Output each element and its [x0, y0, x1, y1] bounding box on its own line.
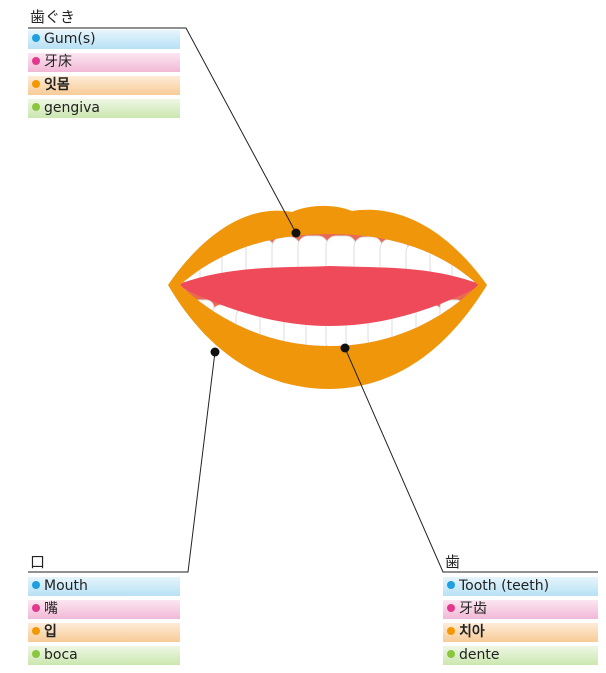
mouth-group: 口 Mouth 嘴 입 boca [28, 552, 180, 669]
label: 입 [44, 624, 57, 640]
label: 牙床 [44, 54, 72, 70]
label-row: boca [28, 646, 180, 665]
label: 잇몸 [44, 77, 70, 93]
label-row: dente [443, 646, 598, 665]
gum-group: 歯ぐき Gum(s) 牙床 잇몸 gengiva [28, 7, 180, 122]
label: Gum(s) [44, 31, 96, 47]
heading: 歯 [443, 552, 598, 572]
label-row: 嘴 [28, 600, 180, 619]
heading: 口 [28, 552, 180, 572]
label-row: 牙床 [28, 53, 180, 72]
label-row: Tooth (teeth) [443, 577, 598, 596]
label: 치아 [459, 624, 485, 640]
label-row: gengiva [28, 99, 180, 118]
tooth-group: 歯 Tooth (teeth) 牙齿 치아 dente [443, 552, 598, 669]
label: 牙齿 [459, 601, 487, 617]
label-row: 잇몸 [28, 76, 180, 95]
label: boca [44, 647, 78, 663]
label-row: 치아 [443, 623, 598, 642]
label: dente [459, 647, 499, 663]
label: Mouth [44, 578, 88, 594]
label: 嘴 [44, 601, 58, 617]
label-row: 牙齿 [443, 600, 598, 619]
label-row: Mouth [28, 577, 180, 596]
label-row: 입 [28, 623, 180, 642]
label: gengiva [44, 100, 100, 116]
label: Tooth (teeth) [459, 578, 549, 594]
label-row: Gum(s) [28, 30, 180, 49]
heading: 歯ぐき [28, 7, 180, 27]
page: 歯ぐき Gum(s) 牙床 잇몸 gengiva 口 Mouth 嘴 입 boc… [0, 0, 606, 673]
